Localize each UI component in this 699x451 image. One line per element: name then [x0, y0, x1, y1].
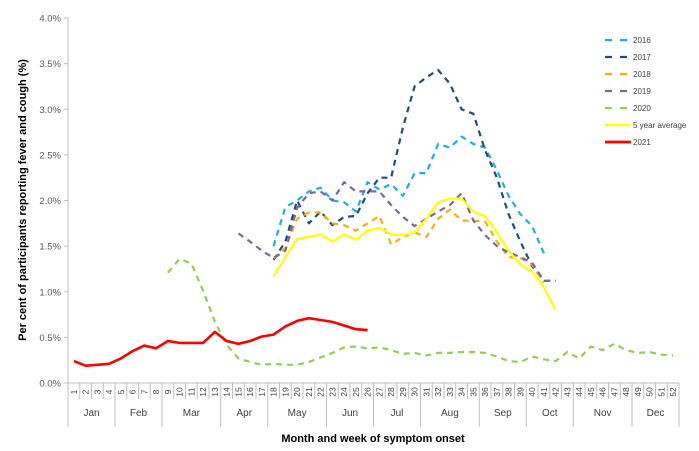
month-label-feb: Feb [130, 408, 148, 419]
x-tick-label: 26 [363, 387, 373, 397]
x-tick-label: 49 [633, 387, 643, 397]
x-tick-label: 37 [492, 387, 502, 397]
series-line-2021 [73, 316, 368, 368]
x-tick-label: 9 [163, 389, 173, 394]
x-tick-label: 18 [269, 387, 279, 397]
legend-label: 2017 [633, 53, 651, 62]
month-labels: Jan Feb Mar Apr May Jun Jul Aug Sep Oct Nov Dec [67, 399, 680, 427]
y-axis-ticks: 0.0% 0.5% 1.0% 1.5% 2.0% 2.5% 3.0% 3.5% 4.0% [39, 14, 68, 390]
x-tick-label: 42 [551, 387, 561, 397]
x-tick-label: 21 [304, 387, 314, 397]
x-tick-label: 51 [656, 387, 666, 397]
x-tick-label: 43 [562, 387, 572, 397]
x-axis-title: Month and week of symptom onset [281, 433, 465, 445]
y-tick-label: 3.0% [39, 105, 61, 116]
legend: 2016 2017 2018 2019 2020 5 year average 2021 [605, 36, 687, 147]
month-label-oct: Oct [542, 408, 558, 419]
x-tick-label: 48 [621, 387, 631, 397]
y-tick-label: 0.5% [39, 333, 61, 344]
y-tick-label: 4.0% [39, 14, 61, 25]
month-label-dec: Dec [647, 408, 665, 419]
x-tick-label: 15 [233, 387, 243, 397]
month-label-sep: Sep [494, 408, 512, 419]
series-line-2016 [272, 135, 545, 254]
x-tick-label: 23 [327, 387, 337, 397]
x-tick-label: 22 [316, 387, 326, 397]
x-tick-label: 31 [421, 387, 431, 397]
month-label-may: May [288, 408, 307, 419]
x-tick-label: 45 [586, 387, 596, 397]
x-tick-label: 47 [609, 387, 619, 397]
x-tick-label: 1 [69, 389, 79, 394]
y-tick-label: 2.0% [39, 196, 61, 207]
x-tick-label: 11 [186, 387, 196, 396]
month-label-jan: Jan [83, 408, 99, 419]
x-tick-label: 29 [398, 387, 408, 397]
series-layer [73, 68, 674, 368]
x-tick-label: 38 [504, 387, 514, 397]
y-tick-label: 1.0% [39, 287, 61, 298]
legend-label: 2019 [633, 87, 651, 96]
x-tick-label: 27 [374, 387, 384, 397]
x-tick-label: 36 [480, 387, 490, 397]
x-tick-label: 44 [574, 387, 584, 397]
x-tick-label: 52 [668, 387, 678, 397]
x-tick-label: 25 [351, 387, 361, 397]
legend-label: 2020 [633, 104, 651, 113]
legend-label: 2018 [633, 70, 651, 79]
month-label-jun: Jun [342, 408, 358, 419]
series-line-2018 [272, 208, 545, 284]
x-tick-label: 16 [245, 387, 255, 397]
legend-label: 2016 [633, 36, 651, 45]
month-label-aug: Aug [441, 408, 459, 419]
x-tick-label: 39 [515, 387, 525, 397]
x-tick-label: 4 [104, 389, 114, 394]
x-tick-label: 13 [210, 387, 220, 397]
x-tick-label: 6 [128, 389, 138, 394]
y-tick-label: 3.5% [39, 59, 61, 70]
x-tick-label: 17 [257, 387, 267, 397]
y-tick-label: 1.5% [39, 242, 61, 253]
x-tick-label: 34 [457, 387, 467, 397]
x-tick-label: 41 [539, 387, 549, 397]
x-tick-label: 3 [92, 389, 102, 394]
month-label-nov: Nov [594, 408, 612, 419]
y-tick-label: 0.0% [39, 379, 61, 390]
x-tick-label: 19 [280, 387, 290, 397]
month-label-jul: Jul [391, 408, 404, 419]
x-tick-label: 7 [139, 389, 149, 394]
x-tick-label: 5 [116, 389, 126, 394]
x-axis-ticks: 1 2 3 4 5 6 7 8 9 10 11 12 13 14 15 16 17 18 19 20 21 22 23 24 2… [67, 383, 680, 399]
y-axis-title: Per cent of participants reporting fever… [17, 59, 29, 341]
x-tick-label: 28 [386, 387, 396, 397]
series-line-2020 [167, 257, 674, 366]
axes-layer [67, 18, 679, 384]
x-tick-label: 2 [81, 389, 91, 394]
series-line-2019 [237, 181, 556, 282]
x-tick-label: 20 [292, 387, 302, 397]
x-tick-label: 24 [339, 387, 349, 397]
x-tick-label: 12 [198, 387, 208, 397]
x-tick-label: 46 [598, 387, 608, 397]
month-label-mar: Mar [183, 408, 201, 419]
legend-label: 2021 [633, 138, 651, 147]
legend-label: 5 year average [633, 121, 687, 130]
y-tick-label: 2.5% [39, 150, 61, 161]
x-tick-label: 14 [222, 387, 232, 397]
x-tick-label: 40 [527, 387, 537, 397]
x-tick-label: 8 [151, 389, 161, 394]
x-tick-label: 10 [175, 387, 185, 397]
month-label-apr: Apr [236, 408, 252, 419]
x-tick-label: 35 [468, 387, 478, 397]
x-tick-label: 50 [645, 387, 655, 397]
x-tick-label: 30 [410, 387, 420, 397]
x-tick-label: 32 [433, 387, 443, 397]
x-tick-label: 33 [445, 387, 455, 397]
